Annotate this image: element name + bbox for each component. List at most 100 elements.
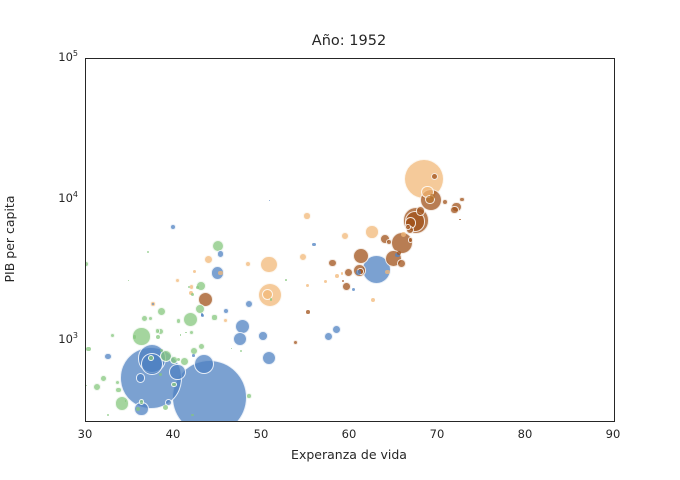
data-bubble (114, 396, 130, 411)
data-bubble (328, 258, 337, 268)
data-bubble (284, 278, 287, 281)
data-bubble (246, 393, 252, 399)
data-bubble (179, 356, 190, 366)
data-bubble (258, 331, 268, 341)
data-bubble (86, 384, 87, 387)
y-axis-label: PIB per capita (2, 195, 17, 283)
data-bubble (269, 298, 272, 301)
data-bubble (104, 352, 112, 360)
data-bubble (93, 383, 102, 392)
data-bubble (190, 346, 199, 355)
x-tick-label: 50 (253, 427, 269, 441)
chart-title: Año: 1952 (311, 33, 387, 49)
data-bubble (159, 373, 163, 377)
data-bubble (223, 318, 229, 324)
data-bubble (210, 266, 224, 280)
data-bubble (106, 413, 110, 416)
data-bubble (351, 287, 356, 292)
x-tick-label: 40 (165, 427, 181, 441)
data-bubble (196, 286, 200, 290)
data-bubble (341, 280, 344, 283)
data-bubble (169, 223, 177, 230)
data-bubble (343, 267, 353, 278)
data-bubble (356, 270, 362, 275)
x-axis-label: Experanza de vida (291, 447, 407, 462)
data-bubble (306, 283, 310, 287)
x-tick-label: 80 (517, 427, 533, 441)
data-bubble (192, 269, 196, 274)
data-bubble (404, 223, 412, 231)
data-bubble (407, 237, 414, 243)
data-bubble (127, 280, 129, 282)
data-bubble (148, 354, 155, 361)
data-bubble (430, 172, 438, 180)
data-bubble (135, 373, 146, 383)
data-bubble (138, 399, 145, 405)
data-bubble (415, 206, 426, 216)
data-bubble (261, 288, 273, 300)
data-bubble (109, 332, 115, 338)
data-bubble (169, 363, 186, 380)
data-bubble (458, 196, 465, 203)
data-bubble (100, 375, 107, 382)
data-bubble (370, 298, 375, 303)
data-bubble (191, 354, 195, 358)
data-bubble (171, 381, 177, 387)
data-bubble (323, 280, 327, 284)
x-tick-label: 60 (341, 427, 357, 441)
data-bubble (179, 334, 181, 336)
data-bubble (188, 290, 193, 295)
data-bubble (303, 212, 311, 220)
data-bubble (299, 253, 308, 262)
data-bubble (86, 346, 91, 352)
data-bubble (397, 259, 407, 269)
data-bubble (198, 292, 214, 308)
data-bubble (124, 400, 127, 402)
data-bubble (115, 386, 122, 393)
data-bubble (157, 307, 167, 317)
data-bubble (136, 407, 140, 412)
data-bubble (165, 398, 173, 406)
data-bubble (200, 313, 204, 318)
data-bubble (401, 231, 407, 237)
data-bubble (191, 293, 194, 297)
data-bubble (176, 357, 180, 361)
data-bubble (459, 218, 461, 221)
data-bubble (260, 255, 278, 274)
data-bubble (441, 198, 449, 206)
x-tick-label: 30 (77, 427, 93, 441)
data-bubble (183, 312, 199, 328)
data-bubble (244, 260, 251, 267)
data-bubble (340, 271, 344, 275)
data-bubble (232, 331, 248, 347)
data-bubble (425, 195, 435, 205)
data-bubble (334, 273, 339, 278)
data-bubble (230, 348, 232, 350)
data-bubble (159, 348, 164, 353)
data-bubble (430, 194, 435, 199)
data-bubble (218, 270, 223, 276)
data-bubble (151, 302, 154, 306)
data-bubble (342, 282, 351, 291)
data-bubble (189, 330, 195, 336)
data-bubble (162, 404, 168, 410)
data-bubble (305, 310, 310, 314)
data-bubble (185, 331, 188, 334)
data-bubble (385, 269, 391, 275)
data-bubble (115, 379, 121, 385)
data-bubble (187, 285, 191, 288)
data-bubble (194, 303, 205, 314)
data-bubble (211, 314, 218, 321)
data-bubble (200, 313, 204, 316)
data-bubble (175, 318, 182, 324)
data-bubble (312, 242, 316, 247)
data-bubble (141, 353, 163, 376)
data-bubble (146, 250, 149, 253)
data-bubble (193, 353, 215, 375)
data-bubble (147, 315, 153, 321)
data-bubble (244, 299, 253, 309)
data-bubble (269, 200, 271, 202)
data-bubble (332, 324, 342, 335)
y-tick-label: 105 (58, 49, 78, 64)
